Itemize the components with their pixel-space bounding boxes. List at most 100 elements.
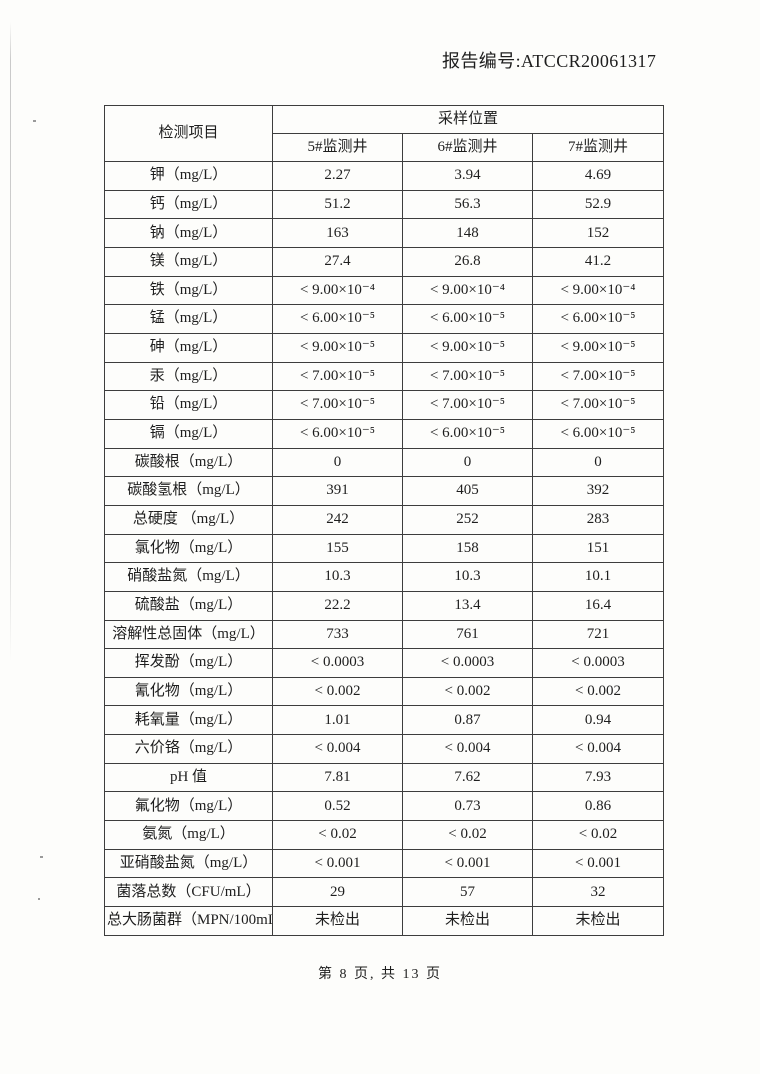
cell-value: < 0.004 bbox=[272, 734, 403, 764]
cell-value: 未检出 bbox=[402, 906, 533, 936]
cell-value: 22.2 bbox=[272, 590, 403, 621]
cell-value: 56.3 bbox=[402, 189, 533, 220]
cell-value: < 0.002 bbox=[272, 676, 403, 707]
table-header: 检测项目 采样位置 5#监测井 6#监测井 7#监测井 bbox=[104, 105, 664, 162]
cell-value: 51.2 bbox=[272, 189, 403, 220]
cell-value: < 7.00×10⁻⁵ bbox=[272, 361, 403, 392]
row-item-label: 汞（mg/L） bbox=[104, 361, 273, 392]
cell-value: 0.86 bbox=[532, 791, 664, 822]
cell-value: 10.3 bbox=[272, 562, 403, 592]
cell-value: < 0.02 bbox=[532, 820, 664, 850]
row-item-label: 硝酸盐氮（mg/L） bbox=[104, 562, 273, 592]
cell-value: 0 bbox=[532, 447, 664, 478]
row-item-label: 亚硝酸盐氮（mg/L） bbox=[104, 848, 273, 879]
cell-value: 41.2 bbox=[532, 246, 664, 277]
cell-value: < 0.0003 bbox=[532, 648, 664, 678]
location-header-cell: 采样位置 bbox=[272, 105, 664, 134]
cell-value: < 9.00×10⁻⁴ bbox=[532, 275, 664, 306]
cell-value: 1.01 bbox=[272, 705, 403, 736]
cell-value: < 0.001 bbox=[402, 848, 533, 879]
table-row: 溶解性总固体（mg/L） 733 761 721 bbox=[104, 619, 664, 650]
row-item-label: 镁（mg/L） bbox=[104, 246, 273, 277]
row-item-label: 镉（mg/L） bbox=[104, 418, 273, 449]
cell-value: 405 bbox=[402, 476, 533, 506]
cell-value: 252 bbox=[402, 504, 533, 535]
table-row: pH 值 7.81 7.62 7.93 bbox=[104, 762, 664, 793]
table-row: 氯化物（mg/L） 155 158 151 bbox=[104, 533, 664, 564]
row-item-label: 硫酸盐（mg/L） bbox=[104, 590, 273, 621]
row-item-label: 氨氮（mg/L） bbox=[104, 820, 273, 850]
row-item-label: 耗氧量（mg/L） bbox=[104, 705, 273, 736]
cell-value: < 6.00×10⁻⁵ bbox=[532, 304, 664, 334]
table-row: 六价铬（mg/L） < 0.004 < 0.004 < 0.004 bbox=[104, 734, 664, 764]
cell-value: 29 bbox=[272, 877, 403, 908]
cell-value: < 9.00×10⁻⁴ bbox=[272, 275, 403, 306]
row-item-label: 砷（mg/L） bbox=[104, 332, 273, 363]
report-number: 报告编号:ATCCR20061317 bbox=[442, 51, 657, 71]
row-item-label: 菌落总数（CFU/mL） bbox=[104, 877, 273, 908]
cell-value: 16.4 bbox=[532, 590, 664, 621]
table-row: 碳酸根（mg/L） 0 0 0 bbox=[104, 447, 664, 478]
header-row-top: 检测项目 采样位置 bbox=[104, 105, 664, 162]
table-row: 镁（mg/L） 27.4 26.8 41.2 bbox=[104, 246, 664, 277]
cell-value: 163 bbox=[272, 218, 403, 248]
table-row: 钾（mg/L） 2.27 3.94 4.69 bbox=[104, 161, 664, 191]
scan-speck bbox=[38, 898, 40, 900]
table-row: 钙（mg/L） 51.2 56.3 52.9 bbox=[104, 189, 664, 220]
cell-value: < 6.00×10⁻⁵ bbox=[532, 418, 664, 449]
row-item-label: 钠（mg/L） bbox=[104, 218, 273, 248]
table-row: 耗氧量（mg/L） 1.01 0.87 0.94 bbox=[104, 705, 664, 736]
cell-value: < 9.00×10⁻⁴ bbox=[402, 275, 533, 306]
cell-value: 2.27 bbox=[272, 161, 403, 191]
cell-value: < 0.0003 bbox=[402, 648, 533, 678]
column-header-well-7: 7#监测井 bbox=[532, 133, 664, 162]
cell-value: 26.8 bbox=[402, 246, 533, 277]
cell-value: < 7.00×10⁻⁵ bbox=[402, 390, 533, 420]
cell-value: 761 bbox=[402, 619, 533, 650]
cell-value: 721 bbox=[532, 619, 664, 650]
row-item-label: 碳酸根（mg/L） bbox=[104, 447, 273, 478]
cell-value: < 6.00×10⁻⁵ bbox=[272, 418, 403, 449]
table-row: 镉（mg/L） < 6.00×10⁻⁵ < 6.00×10⁻⁵ < 6.00×10⁻⁵ bbox=[104, 418, 664, 449]
table-row: 汞（mg/L） < 7.00×10⁻⁵ < 7.00×10⁻⁵ < 7.00×10⁻⁵ bbox=[104, 361, 664, 392]
cell-value: 13.4 bbox=[402, 590, 533, 621]
cell-value: < 0.002 bbox=[532, 676, 664, 707]
row-item-label: 溶解性总固体（mg/L） bbox=[104, 619, 273, 650]
cell-value: 32 bbox=[532, 877, 664, 908]
cell-value: 158 bbox=[402, 533, 533, 564]
cell-value: 3.94 bbox=[402, 161, 533, 191]
cell-value: 155 bbox=[272, 533, 403, 564]
table-row: 挥发酚（mg/L） < 0.0003 < 0.0003 < 0.0003 bbox=[104, 648, 664, 678]
cell-value: 151 bbox=[532, 533, 664, 564]
header-row-wells: 5#监测井 6#监测井 7#监测井 bbox=[105, 133, 664, 162]
row-item-label: 总硬度 （mg/L） bbox=[104, 504, 273, 535]
cell-value: 7.81 bbox=[272, 762, 403, 793]
table-row: 锰（mg/L） < 6.00×10⁻⁵ < 6.00×10⁻⁵ < 6.00×10⁻⁵ bbox=[104, 304, 664, 334]
cell-value: 148 bbox=[402, 218, 533, 248]
row-item-label: pH 值 bbox=[104, 762, 273, 793]
row-item-label: 钙（mg/L） bbox=[104, 189, 273, 220]
row-item-label: 总大肠菌群（MPN/100mL） bbox=[104, 906, 273, 936]
cell-value: < 0.02 bbox=[402, 820, 533, 850]
table-row: 铅（mg/L） < 7.00×10⁻⁵ < 7.00×10⁻⁵ < 7.00×10⁻⁵ bbox=[104, 390, 664, 420]
cell-value: 10.3 bbox=[402, 562, 533, 592]
table-row: 铁（mg/L） < 9.00×10⁻⁴ < 9.00×10⁻⁴ < 9.00×10⁻⁴ bbox=[104, 275, 664, 306]
cell-value: 未检出 bbox=[272, 906, 403, 936]
cell-value: < 7.00×10⁻⁵ bbox=[532, 390, 664, 420]
cell-value: 0 bbox=[402, 447, 533, 478]
cell-value: 4.69 bbox=[532, 161, 664, 191]
cell-value: < 9.00×10⁻⁵ bbox=[272, 332, 403, 363]
table-row: 总硬度 （mg/L） 242 252 283 bbox=[104, 504, 664, 535]
cell-value: < 7.00×10⁻⁵ bbox=[402, 361, 533, 392]
cell-value: 283 bbox=[532, 504, 664, 535]
cell-value: < 6.00×10⁻⁵ bbox=[402, 304, 533, 334]
cell-value: < 7.00×10⁻⁵ bbox=[272, 390, 403, 420]
cell-value: 7.93 bbox=[532, 762, 664, 793]
cell-value: < 0.02 bbox=[272, 820, 403, 850]
page-number: 第 8 页, 共 13 页 bbox=[318, 967, 442, 982]
cell-value: < 9.00×10⁻⁵ bbox=[402, 332, 533, 363]
cell-value: < 9.00×10⁻⁵ bbox=[532, 332, 664, 363]
cell-value: < 7.00×10⁻⁵ bbox=[532, 361, 664, 392]
